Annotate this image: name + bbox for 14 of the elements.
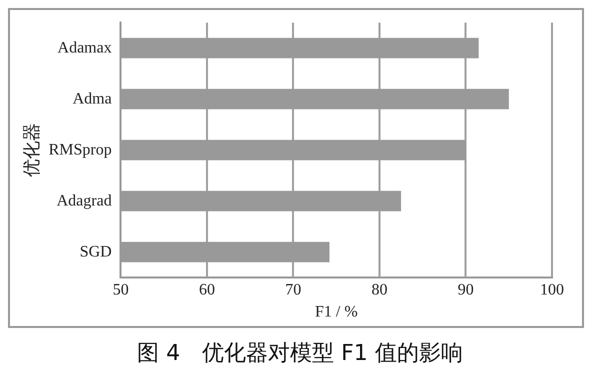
x-tick-label: 50 bbox=[112, 281, 129, 298]
y-axis-title: 优化器 bbox=[21, 123, 42, 178]
y-tick-label: Adagrad bbox=[56, 192, 112, 210]
y-tick-label: Adamax bbox=[58, 39, 112, 56]
x-tick-label: 90 bbox=[458, 281, 474, 298]
x-axis-title: F1 / % bbox=[315, 304, 358, 321]
y-tick-label: SGD bbox=[80, 243, 112, 260]
x-tick-label: 70 bbox=[285, 281, 302, 298]
y-tick-label: RMSprop bbox=[48, 141, 112, 158]
y-tick-label: Adma bbox=[72, 90, 112, 108]
x-tick-label: 80 bbox=[371, 281, 388, 298]
x-tick-label: 60 bbox=[198, 281, 215, 298]
x-tick-label: 100 bbox=[540, 281, 564, 298]
text: 图 4 优化器对模型 F1 值的影响 bbox=[136, 340, 464, 368]
